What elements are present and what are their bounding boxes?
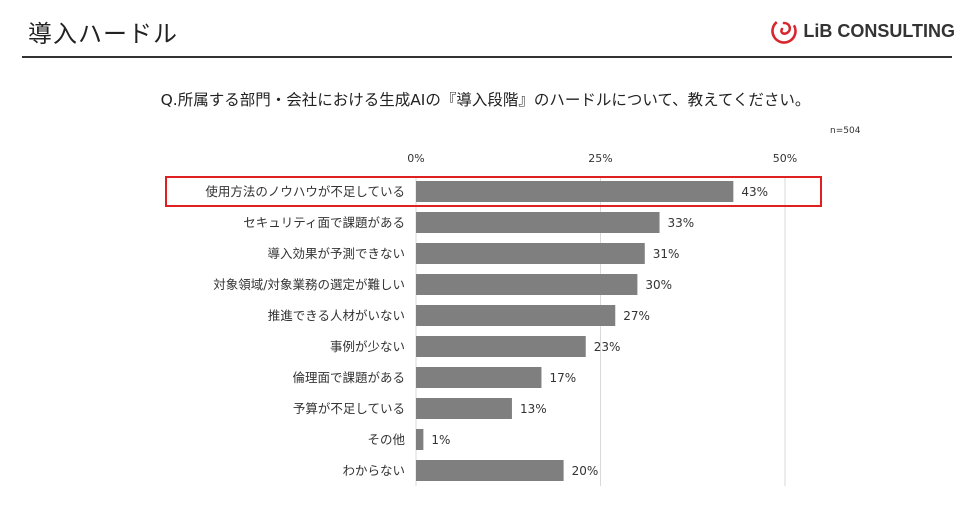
bars <box>416 181 734 481</box>
data-label: 43% <box>741 185 768 199</box>
data-label: 13% <box>520 402 547 416</box>
data-label: 30% <box>645 278 672 292</box>
company-logo: LiB CONSULTING <box>771 18 955 44</box>
data-label: 33% <box>668 216 695 230</box>
category-label: 推進できる人材がいない <box>268 308 405 323</box>
x-tick-label: 0% <box>407 152 424 165</box>
bar <box>416 460 564 481</box>
highlight-box <box>165 176 822 207</box>
bar <box>416 181 734 202</box>
data-label: 31% <box>653 247 680 261</box>
category-labels: 使用方法のノウハウが不足しているセキュリティ面で課題がある導入効果が予測できない… <box>205 184 405 478</box>
category-label: その他 <box>367 432 405 447</box>
bar <box>416 212 660 233</box>
x-tick-label: 25% <box>588 152 612 165</box>
category-label: 事例が少ない <box>330 339 405 354</box>
data-label: 23% <box>594 340 621 354</box>
sample-size-label: n=504 <box>830 126 861 136</box>
lib-swirl-icon <box>771 18 798 44</box>
category-label: 導入効果が予測できない <box>267 246 405 261</box>
x-tick-label: 50% <box>773 152 797 165</box>
survey-question: Q.所属する部門・会社における生成AIの『導入段階』のハードルについて、教えてく… <box>160 91 811 109</box>
category-label: わからない <box>342 463 405 478</box>
category-label: 予算が不足している <box>293 401 405 416</box>
title-divider <box>22 56 952 58</box>
value-labels: 43% 33% 31% 30% 27% 23% 17% 13% 1% 20% <box>431 185 768 478</box>
category-label: 倫理面で課題がある <box>292 370 405 385</box>
x-axis-ticks: 0% 25% 50% <box>407 152 797 165</box>
data-label: 20% <box>572 464 599 478</box>
logo-text: LiB CONSULTING <box>803 20 955 41</box>
bar <box>416 398 512 419</box>
category-label: 使用方法のノウハウが不足している <box>205 184 405 199</box>
highlight-box-layer <box>165 176 822 207</box>
page-title: 導入ハードル <box>28 20 178 48</box>
bar <box>416 367 542 388</box>
bar <box>416 429 424 450</box>
bar <box>416 336 586 357</box>
data-label: 1% <box>431 433 450 447</box>
bar <box>416 305 616 326</box>
data-label: 17% <box>549 371 576 385</box>
category-label: 対象領域/対象業務の選定が難しい <box>213 277 405 292</box>
data-label: 27% <box>623 309 650 323</box>
bar <box>416 243 645 264</box>
category-label: セキュリティ面で課題がある <box>243 215 405 230</box>
bar <box>416 274 638 295</box>
